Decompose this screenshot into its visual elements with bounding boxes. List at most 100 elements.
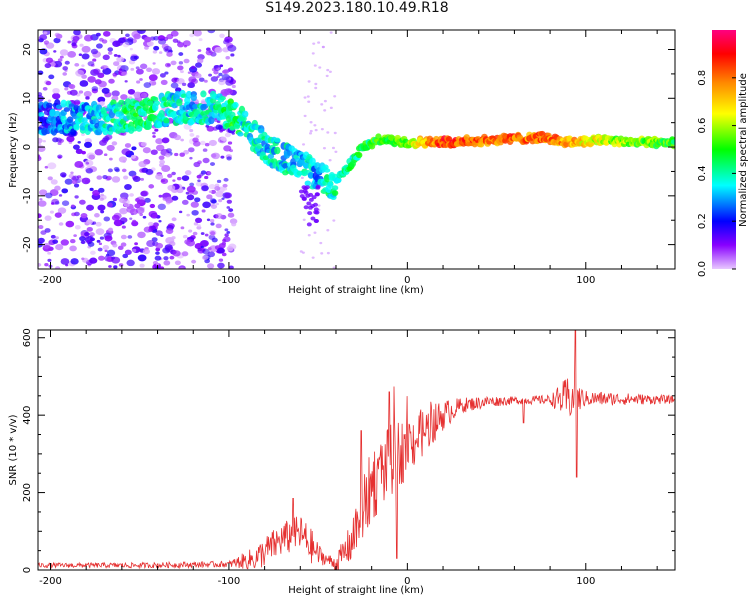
spectrogram-speckle	[90, 48, 99, 55]
spectrogram-speckle	[60, 258, 70, 265]
spectrogram-speckle	[143, 36, 152, 43]
spectrogram-speckle	[84, 231, 90, 237]
spectrogram-speckle	[124, 184, 132, 190]
spectrogram-speckle	[320, 252, 324, 255]
spectrogram-speckle	[52, 87, 60, 94]
spectrogram-speckle	[183, 58, 190, 64]
spectrogram-speckle	[159, 266, 165, 269]
spectrogram-speckle	[134, 203, 141, 209]
spectrogram-ridge-point	[219, 95, 226, 101]
spectrogram-speckle	[204, 142, 210, 147]
spectrogram-speckle	[153, 45, 160, 51]
spectrogram-ridge-point	[241, 110, 249, 118]
spectrogram-ridge-point	[92, 118, 100, 125]
spectrogram-speckle	[155, 144, 165, 152]
spectrogram-speckle	[103, 153, 108, 157]
spectrogram-speckle	[303, 96, 307, 99]
spectrogram-ridge-point	[331, 190, 339, 196]
colorbar-ticks: 0.0 0.2 0.4 0.6 0.8	[697, 70, 736, 277]
spectrogram-speckle	[299, 250, 303, 253]
spectrogram-ridge-point	[331, 185, 339, 191]
spectrogram-speckle	[213, 65, 219, 69]
spectrogram-speckle	[107, 51, 113, 55]
spectrogram-speckle	[313, 64, 317, 67]
spectrogram-speckle	[157, 203, 166, 210]
spectrogram-speckle	[174, 152, 179, 157]
spectrogram-speckle	[121, 168, 127, 173]
spectrogram-speckle	[177, 65, 184, 71]
spectrogram-speckle	[58, 194, 63, 197]
spectrogram-speckle	[202, 248, 210, 255]
spectrogram-speckle	[224, 233, 229, 237]
spectrogram-speckle	[54, 185, 61, 191]
spectrogram-speckle	[68, 83, 74, 89]
spectrogram-speckle	[73, 183, 80, 188]
spectrogram-speckle	[124, 249, 132, 255]
spectrogram-speckle	[220, 136, 227, 142]
spectrogram-speckle	[38, 142, 42, 147]
x-tick-label: -100	[218, 275, 241, 286]
spectrogram-speckle	[39, 189, 48, 196]
spectrogram-ridge-point	[153, 100, 161, 106]
spectrogram-speckle	[70, 171, 74, 175]
spectrogram-speckle	[51, 198, 60, 205]
spectrogram-ridge-point	[174, 90, 181, 99]
spectrogram-ridge-point	[192, 103, 199, 110]
spectrogram-speckle	[315, 185, 321, 190]
spectrogram-speckle	[78, 53, 83, 56]
spectrogram-speckle	[99, 197, 104, 201]
spectrogram-speckle	[309, 129, 313, 133]
spectrogram-speckle	[328, 158, 332, 162]
spectrogram-speckle	[326, 229, 330, 232]
spectrogram-speckle	[319, 241, 323, 245]
spectrogram-speckle	[38, 263, 42, 267]
spectrogram-speckle	[44, 262, 49, 267]
spectrogram-speckle	[106, 249, 116, 257]
spectrogram-speckle	[148, 74, 158, 81]
spectrogram-speckle	[71, 175, 79, 181]
spectrogram-speckle	[196, 225, 202, 230]
spectrogram-speckle	[91, 86, 99, 92]
spectrogram-speckle	[171, 236, 176, 240]
spectrogram-speckle	[131, 146, 137, 151]
spectrogram-speckle	[207, 251, 216, 258]
spectrogram-ridge-point	[282, 162, 289, 169]
x-tick-label: 0	[404, 275, 410, 286]
spectrogram-speckle	[161, 164, 171, 172]
spectrogram-speckle	[314, 218, 320, 223]
spectrogram-speckle	[145, 168, 154, 175]
spectrogram-speckle	[93, 68, 101, 75]
spectrogram-speckle	[310, 216, 316, 221]
spectrogram-speckle	[60, 239, 69, 246]
spectrogram-speckle	[55, 33, 63, 39]
spectrogram-speckle	[120, 234, 127, 240]
spectrogram-speckle	[226, 246, 234, 252]
spectrogram-speckle	[158, 194, 163, 198]
spectrogram-speckle	[184, 170, 192, 176]
spectrogram-speckle	[123, 175, 129, 180]
spectrogram-speckle	[94, 148, 103, 156]
spectrogram-speckle	[201, 185, 209, 192]
spectrogram-speckle	[57, 58, 63, 62]
spectrogram-speckle	[53, 50, 57, 53]
spectrogram-speckle	[96, 239, 101, 243]
spectrogram-speckle	[135, 207, 145, 214]
spectrogram-speckle	[208, 190, 212, 193]
spectrogram-speckle	[154, 128, 159, 132]
spectrogram-ridge-point	[140, 111, 148, 117]
spectrogram-speckle	[155, 173, 164, 180]
spectrogram-speckle	[55, 243, 64, 251]
spectrogram-speckle	[199, 140, 206, 146]
spectrogram-speckle	[108, 78, 115, 84]
spectrogram-ridge-point	[63, 107, 71, 112]
spectrogram-speckle	[197, 179, 201, 183]
spectrogram-speckle	[111, 214, 120, 221]
spectrogram-speckle	[122, 253, 129, 259]
spectrogram-speckle	[216, 179, 222, 184]
spectrogram-speckle	[107, 47, 114, 52]
spectrogram-ridge-point	[307, 171, 315, 179]
spectrogram-speckle	[38, 225, 44, 230]
spectrogram-ridge-point	[208, 116, 215, 125]
spectrogram-speckle	[89, 187, 94, 191]
spectrogram-speckle	[228, 208, 234, 212]
